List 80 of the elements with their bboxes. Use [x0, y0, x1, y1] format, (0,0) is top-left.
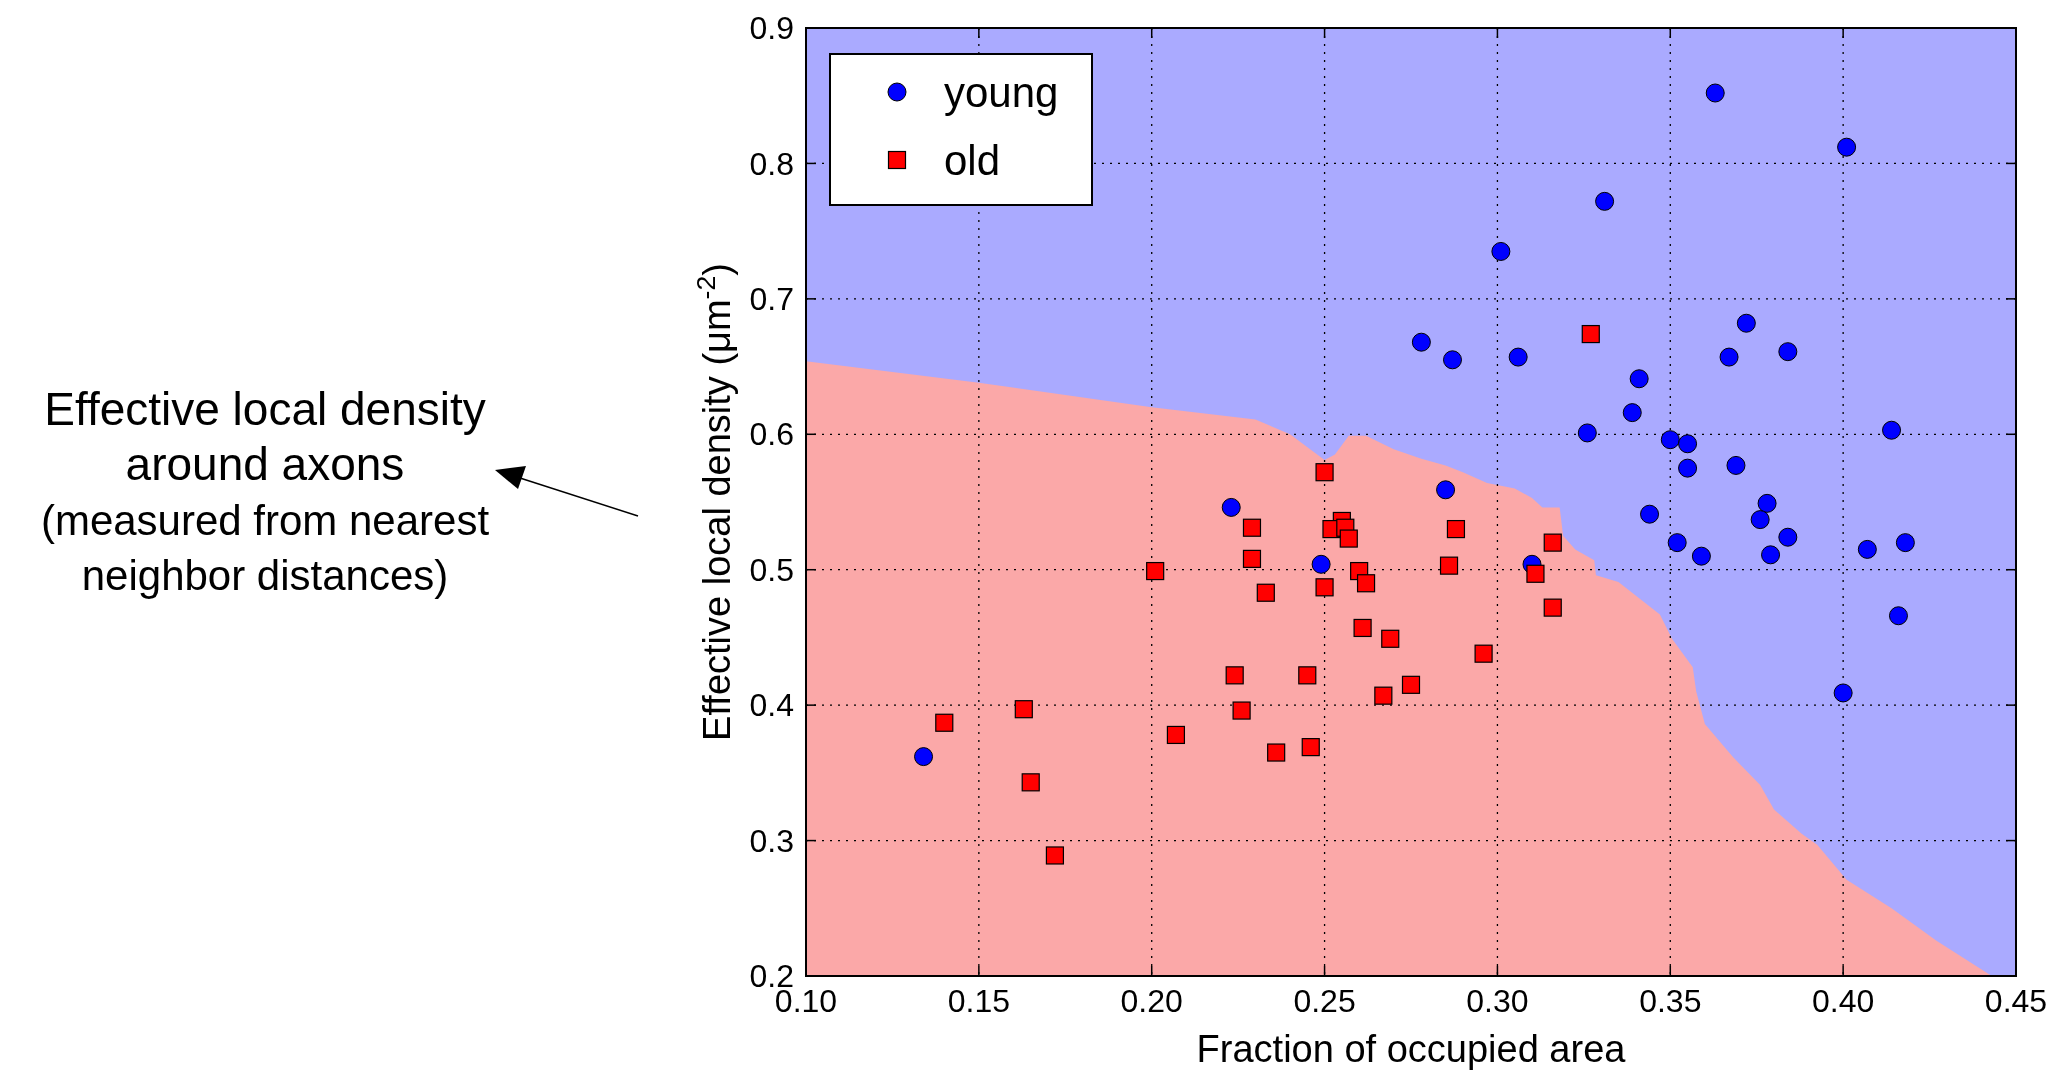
point: [1526, 564, 1545, 583]
point: [1719, 347, 1739, 367]
x-tick-label: 0.45: [1984, 983, 2048, 1019]
y-tick-label: 0.8: [749, 145, 794, 182]
point: [1401, 675, 1421, 694]
text: Effective local density around axons (measured from nearest neighbor distances): [40, 383, 490, 599]
point: [1374, 686, 1393, 705]
point: [1045, 846, 1065, 865]
point: [1667, 533, 1687, 553]
point: [1166, 725, 1186, 745]
point: [1543, 598, 1562, 617]
point: [1640, 504, 1660, 524]
point: [1014, 700, 1033, 719]
point: [1678, 458, 1698, 478]
x-tick-label: 0.30: [1466, 983, 1529, 1019]
point: [1543, 533, 1562, 552]
point: [1353, 618, 1372, 638]
point: [1439, 556, 1459, 575]
x-tick-label: 0.25: [1293, 983, 1356, 1019]
point: [1736, 313, 1756, 333]
point: [935, 713, 954, 732]
legend-label: old: [944, 136, 1001, 184]
point: [1381, 629, 1400, 648]
point: [1267, 743, 1286, 762]
point: [1315, 463, 1334, 482]
point: [1750, 510, 1770, 530]
point: [1629, 369, 1649, 389]
point: [1577, 423, 1597, 443]
point: [1491, 241, 1511, 261]
x-tick-label: 0.35: [1639, 983, 1702, 1019]
point: [1660, 430, 1680, 450]
point: [1021, 773, 1040, 792]
point: [1225, 666, 1244, 685]
point: [914, 747, 934, 767]
y-tick-label: 0.9: [749, 10, 794, 47]
point: [1301, 738, 1320, 757]
point: [1356, 574, 1376, 593]
y-tick-label: 0.5: [749, 551, 794, 588]
point: [1446, 519, 1466, 539]
point: [1778, 527, 1798, 547]
point: [1678, 434, 1698, 454]
point: [1474, 644, 1493, 663]
y-tick-label: 0.4: [749, 687, 794, 724]
point: [1311, 554, 1331, 574]
point: [1411, 332, 1431, 352]
point: [1581, 324, 1600, 344]
x-tick-label: 0.15: [947, 983, 1010, 1019]
point: [1705, 83, 1725, 103]
point: [1882, 420, 1902, 440]
x-tick-label: 0.40: [1812, 983, 1875, 1019]
point: [1778, 342, 1798, 362]
point: [1857, 539, 1877, 559]
legend-label: young: [944, 68, 1059, 116]
point: [1726, 455, 1746, 475]
point: [1691, 546, 1711, 566]
point: [1895, 533, 1915, 553]
point: [1757, 493, 1777, 513]
y-tick-label: 0.6: [749, 416, 794, 453]
x-tick-label: 0.20: [1120, 983, 1183, 1019]
y-tick-label: 0.3: [749, 822, 794, 859]
point: [1761, 545, 1781, 565]
point: [1221, 497, 1241, 517]
point: [1339, 529, 1358, 548]
x-axis-title: Fraction of occupied area: [1196, 1028, 1627, 1070]
point: [1622, 403, 1642, 423]
y-tick-label: 0.7: [749, 281, 794, 318]
point: [1242, 549, 1262, 568]
point: [1595, 191, 1615, 211]
point: [1436, 480, 1456, 500]
point: [1315, 578, 1334, 597]
point: [1442, 350, 1462, 370]
point: [1146, 561, 1165, 581]
point: [1508, 347, 1528, 367]
point: [1888, 606, 1908, 626]
point: [1232, 701, 1251, 720]
point: [1837, 137, 1857, 157]
point: [1242, 518, 1262, 537]
point: [1298, 666, 1317, 685]
point: [1833, 683, 1853, 703]
point: [1256, 583, 1275, 602]
